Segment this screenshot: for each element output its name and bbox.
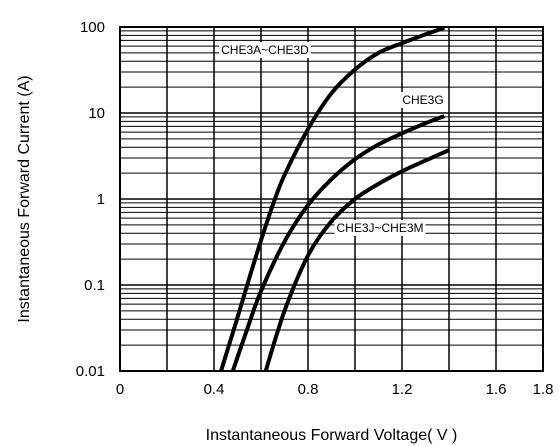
y-tick-label: 10 xyxy=(88,105,105,122)
x-tick-label: 0 xyxy=(116,381,124,398)
y-tick-label: 0.1 xyxy=(84,277,105,294)
y-tick-labels: 0.01 0.1 1 10 100 xyxy=(76,19,105,380)
series-layer xyxy=(219,25,450,372)
series-label-bg xyxy=(334,220,426,236)
x-tick-label: 1.8 xyxy=(533,381,554,398)
y-tick-label: 1 xyxy=(97,191,105,208)
series-line-che3a-che3d xyxy=(219,25,445,372)
series-line-che3j-che3m xyxy=(263,148,450,372)
y-tick-label: 100 xyxy=(80,19,105,36)
series-line-che3g xyxy=(230,114,446,372)
series-label-che3g: CHE3G xyxy=(402,93,443,107)
plot-frame xyxy=(119,26,544,372)
series-label-che3a-che3d: CHE3A~CHE3D xyxy=(221,43,309,57)
x-tick-label: 0.8 xyxy=(298,381,319,398)
x-tick-label: 0.4 xyxy=(204,381,225,398)
x-axis-title: Instantaneous Forward Voltage( V ) xyxy=(206,427,458,444)
minor-grid xyxy=(120,30,543,346)
y-tick-label: 0.01 xyxy=(76,363,105,380)
x-tick-labels: 0 0.4 0.8 1.2 1.6 1.8 xyxy=(116,381,554,398)
x-tick-label: 1.2 xyxy=(392,381,413,398)
series-label-layer: CHE3A~CHE3D CHE3G CHE3J~CHE3M xyxy=(219,42,446,236)
series-label-bg xyxy=(400,92,446,108)
series-label-bg xyxy=(219,42,311,58)
major-grid xyxy=(120,26,543,372)
x-tick-label: 1.6 xyxy=(486,381,507,398)
y-axis-title: Instantaneous Forward Current (A) xyxy=(16,75,33,322)
series-label-che3j-che3m: CHE3J~CHE3M xyxy=(336,221,423,235)
